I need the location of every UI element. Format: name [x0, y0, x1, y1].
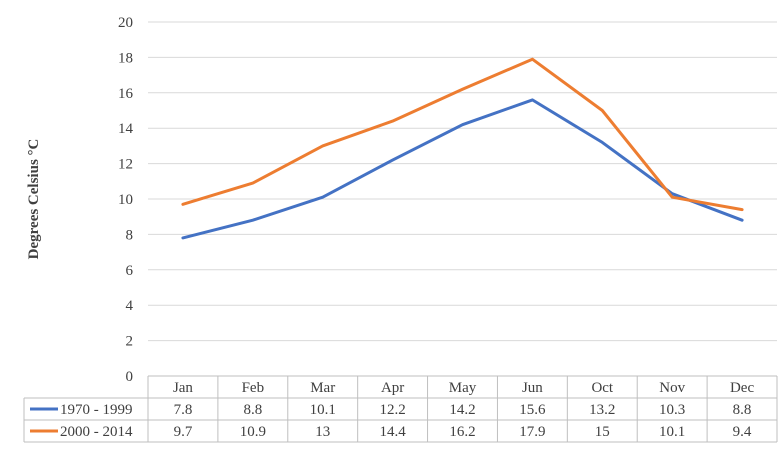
table-cell-value: 13.2 — [589, 402, 615, 418]
table-cell-value: 10.1 — [310, 402, 336, 418]
series-line-1 — [181, 98, 744, 240]
table-cell-value: 16.2 — [449, 424, 475, 440]
y-tick-label: 6 — [126, 263, 134, 279]
series-line-2 — [181, 57, 744, 212]
x-category-label: May — [449, 380, 477, 396]
table-cell-value: 10.3 — [659, 402, 685, 418]
table-cell-value: 10.1 — [659, 424, 685, 440]
x-category-label: Mar — [310, 380, 335, 396]
x-category-label: Nov — [659, 380, 685, 396]
table-cell-value: 15 — [595, 424, 610, 440]
table-cell-value: 9.4 — [733, 424, 752, 440]
y-tick-label: 8 — [126, 227, 134, 243]
table-cell-value: 8.8 — [733, 402, 752, 418]
table-cell-value: 14.2 — [449, 402, 475, 418]
data-table: Jan Feb Mar Apr May Jun Oct Nov Dec 1970 - 1999 7.… — [23, 375, 778, 443]
legend-label: 2000 - 2014 — [60, 424, 133, 440]
table-cell-value: 8.8 — [243, 402, 262, 418]
y-tick-label: 18 — [118, 50, 133, 66]
x-category-label: Apr — [381, 380, 404, 396]
table-cell-value: 14.4 — [379, 424, 406, 440]
y-tick-label: 20 — [118, 15, 133, 31]
y-axis-ticks: 0 2 4 6 8 10 12 14 16 18 20 — [118, 15, 134, 385]
x-category-label: Dec — [730, 380, 754, 396]
table-cell-value: 9.7 — [174, 424, 193, 440]
table-cell-value: 12.2 — [379, 402, 405, 418]
table-cell-value: 15.6 — [519, 402, 546, 418]
legend-label: 1970 - 1999 — [60, 402, 133, 418]
y-axis-title: Degrees Celsius °C — [26, 139, 42, 260]
series-lines — [181, 57, 744, 240]
x-category-label: Jan — [173, 380, 193, 396]
table-cell-value: 17.9 — [519, 424, 545, 440]
table-cell-value: 13 — [315, 424, 330, 440]
table-cell-value: 10.9 — [240, 424, 266, 440]
x-category-label: Oct — [591, 380, 613, 396]
x-category-label: Feb — [242, 380, 265, 396]
y-tick-label: 0 — [126, 369, 134, 385]
y-tick-label: 10 — [118, 192, 133, 208]
y-tick-label: 2 — [126, 334, 134, 350]
gridlines — [148, 21, 777, 342]
y-tick-label: 16 — [118, 86, 134, 102]
x-category-label: Jun — [522, 380, 543, 396]
y-tick-label: 12 — [118, 157, 133, 173]
table-cell-value: 7.8 — [174, 402, 193, 418]
y-tick-label: 4 — [126, 298, 134, 314]
y-tick-label: 14 — [118, 121, 134, 137]
